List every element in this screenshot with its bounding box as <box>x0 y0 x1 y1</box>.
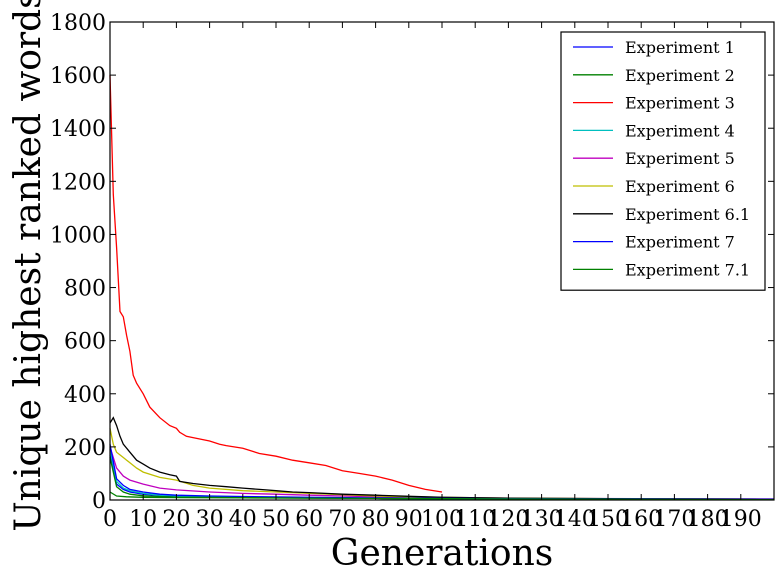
y-tick-label: 0 <box>92 489 106 514</box>
x-tick-label: 0 <box>103 507 117 532</box>
legend-label: Experiment 6.1 <box>625 205 750 224</box>
x-tick-label: 120 <box>487 507 529 532</box>
x-tick-label: 30 <box>196 507 224 532</box>
legend-label: Experiment 7 <box>625 233 735 252</box>
x-tick-label: 60 <box>295 507 323 532</box>
x-tick-label: 80 <box>362 507 390 532</box>
series-line-3 <box>109 75 443 493</box>
y-tick-label: 1400 <box>50 117 106 142</box>
y-axis-title: Unique highest ranked words <box>8 0 49 532</box>
legend-label: Experiment 7.1 <box>625 260 750 279</box>
y-tick-label: 200 <box>64 436 106 461</box>
y-tick-label: 1600 <box>50 64 106 89</box>
x-tick-label: 110 <box>454 507 496 532</box>
x-tick-label: 40 <box>229 507 257 532</box>
legend-label: Experiment 4 <box>625 121 735 140</box>
y-tick-label: 1000 <box>50 223 106 248</box>
x-tick-label: 10 <box>129 507 157 532</box>
x-tick-label: 20 <box>162 507 190 532</box>
y-tick-label: 400 <box>64 383 106 408</box>
y-tick-label: 1200 <box>50 170 106 195</box>
legend-label: Experiment 3 <box>625 94 735 113</box>
x-tick-label: 90 <box>395 507 423 532</box>
legend: Experiment 1 Experiment 2 Experiment 3 Expe… <box>560 31 766 291</box>
x-tick-label: 140 <box>554 507 596 532</box>
legend-label: Experiment 6 <box>625 177 735 196</box>
x-axis-title: Generations <box>331 533 554 574</box>
y-tick-label: 1800 <box>50 11 106 36</box>
x-tick-label: 170 <box>653 507 695 532</box>
series-line-7 <box>109 416 775 500</box>
x-tick-label: 70 <box>328 507 356 532</box>
x-tick-label: 150 <box>587 507 629 532</box>
x-tick-label: 190 <box>720 507 762 532</box>
y-tick-label: 600 <box>64 330 106 355</box>
x-tick-label: 160 <box>620 507 662 532</box>
y-tick-label: 800 <box>64 277 106 302</box>
legend-label: Experiment 1 <box>625 38 735 57</box>
x-tick-label: 130 <box>521 507 563 532</box>
x-tick-label: 180 <box>687 507 729 532</box>
ticks-layer: 0 10 20 30 40 50 60 70 80 90100110120130140150160… <box>50 11 774 532</box>
legend-label: Experiment 5 <box>625 149 735 168</box>
legend-label: Experiment 2 <box>625 66 735 85</box>
x-tick-label: 50 <box>262 507 290 532</box>
x-tick-label: 100 <box>421 507 463 532</box>
